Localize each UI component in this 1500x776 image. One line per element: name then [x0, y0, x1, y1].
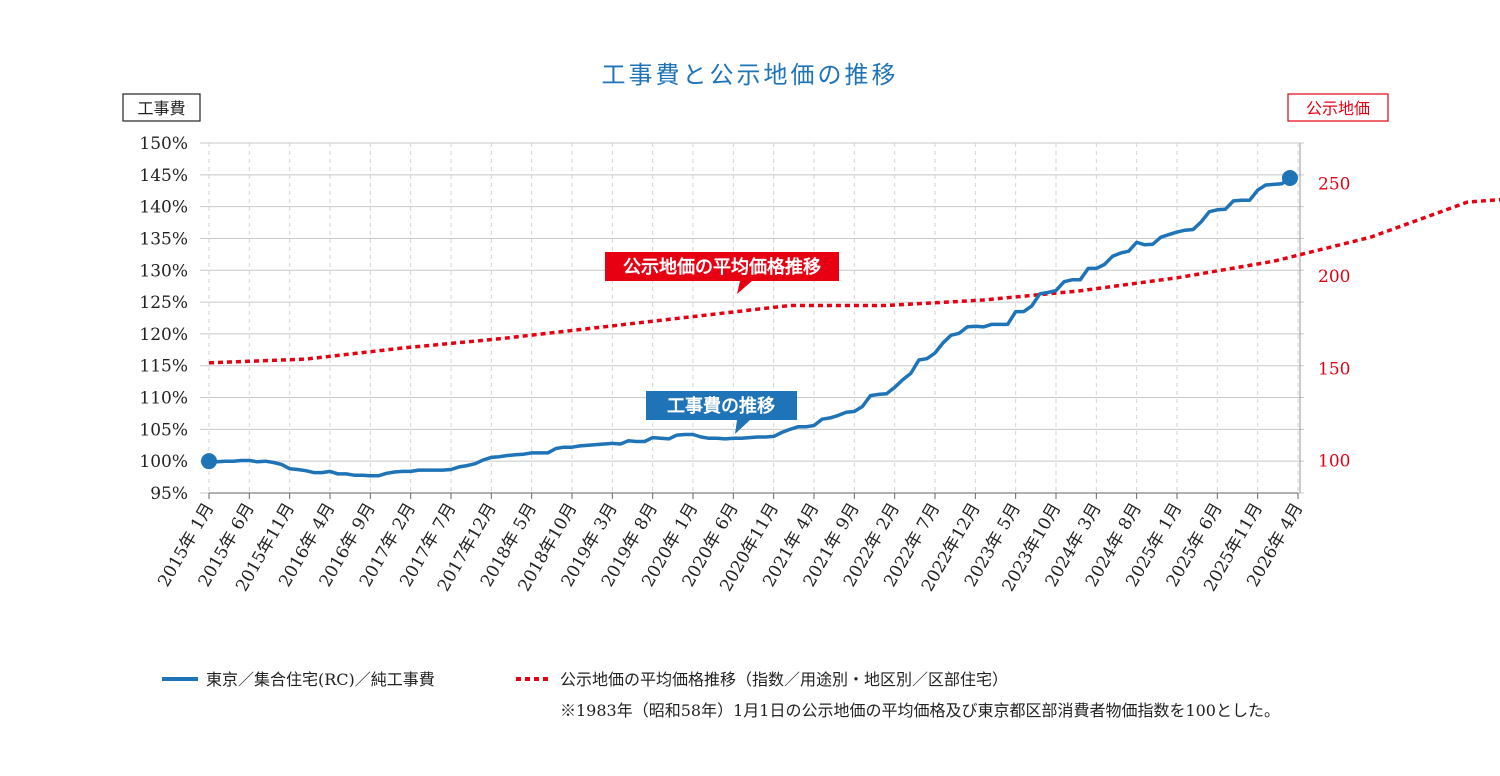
left-axis-label: 工事費	[122, 93, 201, 122]
footnote: ※1983年（昭和58年）1月1日の公示地価の平均価格及び東京都区部消費者物価指…	[560, 701, 1280, 720]
land-price-series	[208, 197, 1500, 365]
chart-title: 工事費と公示地価の推移	[602, 61, 899, 89]
left-tick-label: 95%	[150, 484, 188, 504]
right-tick-label: 250	[1318, 175, 1350, 195]
right-tick-label: 200	[1318, 267, 1350, 287]
left-axis-label-text: 工事費	[137, 99, 185, 118]
right-tick-label: 100	[1318, 452, 1350, 472]
left-tick-label: 125%	[139, 293, 188, 313]
legend-land-label: 公示地価の平均価格推移（指数／用途別・地区別／区部住宅）	[560, 670, 1008, 689]
left-tick-label: 150%	[139, 134, 188, 154]
legend: 東京／集合住宅(RC)／純工事費 公示地価の平均価格推移（指数／用途別・地区別／…	[162, 670, 1280, 720]
right-axis-label: 公示地価	[1287, 93, 1389, 122]
construction-end-point	[1281, 170, 1298, 186]
left-tick-label: 135%	[139, 229, 188, 249]
land-price-line	[208, 197, 1500, 365]
right-axis-ticks: 250 200 150 100	[1318, 175, 1350, 472]
left-tick-label: 115%	[139, 357, 188, 377]
construction-cost-line	[208, 176, 1291, 478]
left-tick-label: 100%	[139, 452, 188, 472]
left-tick-label: 130%	[139, 261, 188, 281]
right-axis-label-text: 公示地価	[1306, 99, 1370, 118]
left-tick-label: 140%	[139, 198, 188, 218]
left-tick-label: 120%	[139, 325, 188, 345]
construction-callout: 工事費の推移	[646, 391, 797, 434]
construction-callout-text: 工事費の推移	[667, 395, 775, 417]
grid-lines	[200, 142, 1304, 499]
land-callout: 公示地価の平均価格推移	[605, 252, 839, 294]
right-tick-label: 150	[1318, 359, 1350, 379]
left-tick-label: 105%	[139, 420, 188, 440]
left-tick-label: 110%	[139, 389, 188, 409]
left-tick-label: 145%	[139, 166, 188, 186]
construction-start-point	[201, 453, 217, 470]
legend-construction-label: 東京／集合住宅(RC)／純工事費	[206, 670, 435, 689]
construction-cost-series	[201, 170, 1298, 478]
left-axis-ticks: 150% 145% 140% 135% 130% 125% 120% 115% 110% 105%…	[139, 134, 188, 504]
land-callout-text: 公示地価の平均価格推移	[623, 256, 821, 278]
